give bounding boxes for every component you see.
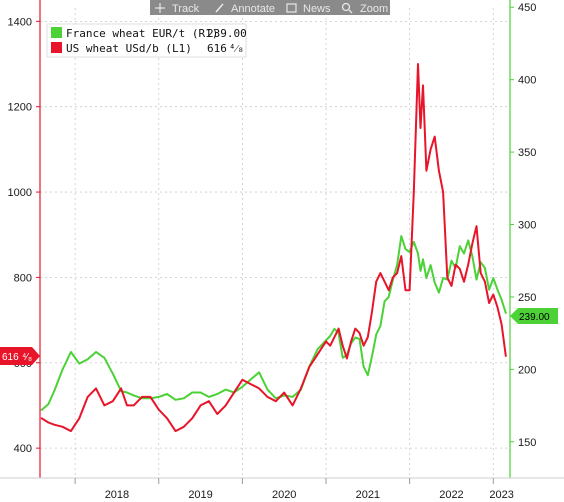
horizontal-gridlines <box>40 20 510 449</box>
left-axis-ticks: 400600800100012001400 <box>8 16 40 455</box>
legend-label-france: France wheat EUR/t (R1) <box>66 27 218 40</box>
legend: France wheat EUR/t (R1) 239.00 US wheat … <box>46 23 247 58</box>
crosshair-icon <box>155 3 165 13</box>
legend-swatch-france <box>51 27 62 38</box>
legend-value-us: 616 <box>207 42 227 55</box>
left-tag-text: 616 <box>2 352 19 363</box>
right-tag-shape <box>510 308 558 324</box>
toolbar-annotate-label: Annotate <box>231 3 275 15</box>
plot-area <box>40 8 510 478</box>
series-line-france-wheat <box>40 235 507 411</box>
right-axis-ticks: 150 200 250 300 350 400 450 <box>510 2 536 449</box>
right-tick-label: 150 <box>518 437 536 449</box>
left-tag-arrow-icon: ⁴⁄₈ <box>22 352 32 363</box>
left-tick-label: 1200 <box>8 102 32 114</box>
right-tick-label: 250 <box>518 292 536 304</box>
legend-label-us: US wheat USd/b (L1) <box>66 42 192 55</box>
news-icon <box>286 3 297 13</box>
legend-item-france[interactable]: France wheat EUR/t (R1) 239.00 <box>51 27 247 40</box>
left-tick-label: 400 <box>14 443 32 455</box>
series-line-us-wheat <box>40 63 507 433</box>
right-last-value-tag: 239.00 <box>510 308 558 324</box>
series-layer <box>40 63 507 433</box>
toolbar-track-label: Track <box>172 3 200 15</box>
left-tick-label: 1400 <box>8 16 32 28</box>
pencil-icon <box>215 3 224 13</box>
toolbar-zoom-label: Zoom <box>360 3 388 15</box>
x-axis-ticks: 2018 2019 2020 2021 2022 2023 <box>74 478 514 501</box>
chart-toolbar: Track Annotate News Zoom <box>150 0 390 15</box>
right-tick-label: 300 <box>518 220 536 232</box>
vertical-gridlines <box>74 8 494 478</box>
toolbar-track-button[interactable]: Track <box>155 3 200 15</box>
right-tick-label: 400 <box>518 75 536 87</box>
right-tick-label: 450 <box>518 2 536 14</box>
x-tick-label: 2020 <box>272 489 296 501</box>
legend-item-us[interactable]: US wheat USd/b (L1) 616 ⁴⁄₈ <box>51 42 244 55</box>
x-tick-label: 2019 <box>188 489 212 501</box>
left-last-value-tag: 616 ⁴⁄₈ <box>0 347 40 365</box>
legend-value-france: 239.00 <box>207 27 247 40</box>
x-tick-label: 2022 <box>439 489 463 501</box>
left-tick-label: 1000 <box>8 187 32 199</box>
toolbar-news-label: News <box>303 3 331 15</box>
toolbar-background <box>150 0 390 15</box>
left-tick-label: 800 <box>14 272 32 284</box>
toolbar-zoom-button[interactable]: Zoom <box>341 2 389 15</box>
x-tick-label: 2023 <box>489 489 513 501</box>
x-tick-label: 2018 <box>105 489 129 501</box>
legend-box <box>46 23 247 58</box>
right-tick-label: 200 <box>518 364 536 376</box>
magnifier-icon <box>341 2 353 14</box>
toolbar-annotate-button[interactable]: Annotate <box>215 3 275 15</box>
left-tag-shape <box>0 347 40 365</box>
legend-swatch-us <box>51 42 62 53</box>
right-tag-text: 239.00 <box>519 312 550 323</box>
toolbar-news-button[interactable]: News <box>286 3 331 15</box>
plot-background <box>40 8 510 478</box>
x-tick-label: 2021 <box>356 489 380 501</box>
legend-arrow-icon: ⁴⁄₈ <box>229 42 244 55</box>
right-tick-label: 350 <box>518 147 536 159</box>
